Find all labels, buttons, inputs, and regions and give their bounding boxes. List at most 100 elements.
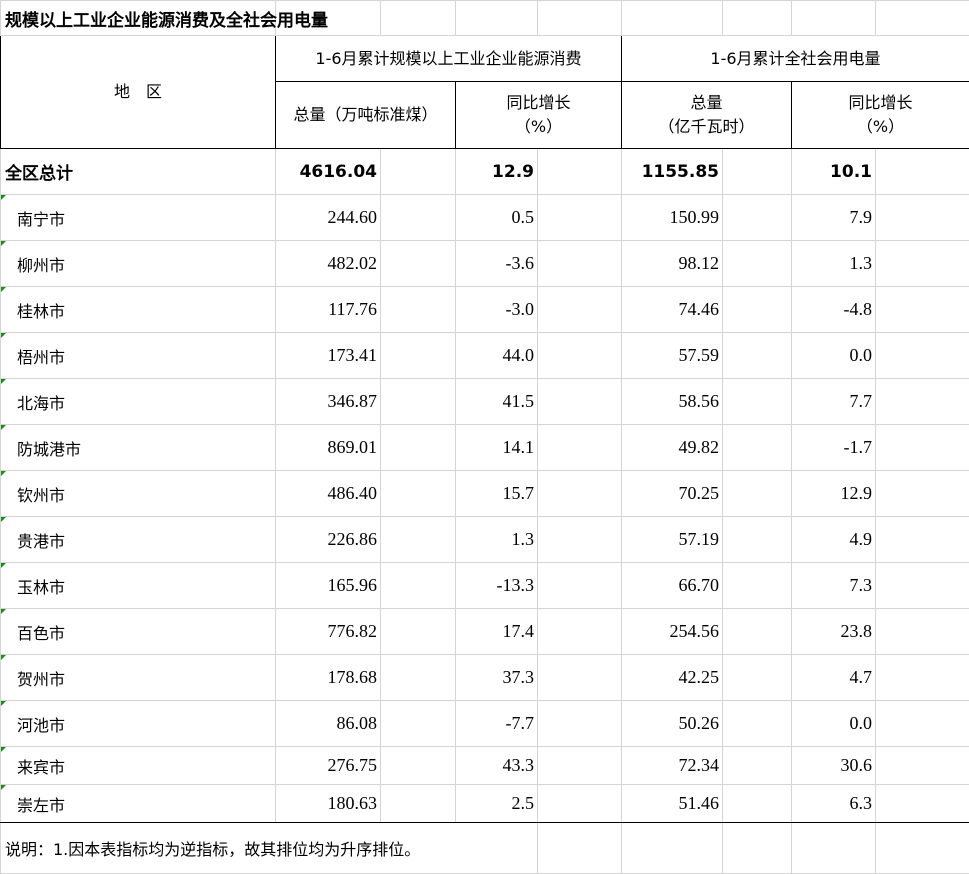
cell[interactable] bbox=[538, 701, 622, 747]
cell[interactable] bbox=[381, 379, 456, 425]
power-total[interactable]: 254.56 bbox=[622, 609, 723, 655]
note-text[interactable]: 说明：1.因本表指标均为逆指标，故其排位均为升序排位。 bbox=[1, 823, 456, 874]
city-name[interactable]: 贺州市 bbox=[1, 655, 276, 701]
header-group-energy[interactable]: 1-6月累计规模以上工业企业能源消费 bbox=[276, 36, 622, 82]
power-growth[interactable]: 6.3 bbox=[792, 785, 876, 823]
power-total[interactable]: 150.99 bbox=[622, 195, 723, 241]
cell[interactable] bbox=[723, 655, 792, 701]
power-growth[interactable]: 0.0 bbox=[792, 701, 876, 747]
cell[interactable] bbox=[276, 1, 381, 36]
cell[interactable] bbox=[538, 241, 622, 287]
energy-total[interactable]: 346.87 bbox=[276, 379, 381, 425]
cell[interactable] bbox=[538, 333, 622, 379]
cell[interactable] bbox=[723, 701, 792, 747]
power-total[interactable]: 74.46 bbox=[622, 287, 723, 333]
power-growth[interactable]: 30.6 bbox=[792, 747, 876, 785]
power-total[interactable]: 72.34 bbox=[622, 747, 723, 785]
cell[interactable] bbox=[381, 609, 456, 655]
header-group-power[interactable]: 1-6月累计全社会用电量 bbox=[622, 36, 969, 82]
energy-total[interactable]: 165.96 bbox=[276, 563, 381, 609]
energy-growth[interactable]: 15.7 bbox=[456, 471, 538, 517]
energy-growth[interactable]: 0.5 bbox=[456, 195, 538, 241]
city-name[interactable]: 防城港市 bbox=[1, 425, 276, 471]
energy-total[interactable]: 776.82 bbox=[276, 609, 381, 655]
power-growth[interactable]: 7.9 bbox=[792, 195, 876, 241]
city-name[interactable]: 来宾市 bbox=[1, 747, 276, 785]
power-total[interactable]: 98.12 bbox=[622, 241, 723, 287]
cell[interactable] bbox=[538, 1, 622, 36]
cell[interactable] bbox=[538, 655, 622, 701]
energy-total[interactable]: 482.02 bbox=[276, 241, 381, 287]
cell[interactable] bbox=[876, 517, 969, 563]
energy-growth[interactable]: 44.0 bbox=[456, 333, 538, 379]
cell[interactable] bbox=[538, 471, 622, 517]
cell[interactable] bbox=[723, 785, 792, 823]
total-power[interactable]: 1155.85 bbox=[622, 149, 723, 195]
cell[interactable] bbox=[876, 425, 969, 471]
power-growth[interactable]: 1.3 bbox=[792, 241, 876, 287]
city-name[interactable]: 钦州市 bbox=[1, 471, 276, 517]
city-name[interactable]: 柳州市 bbox=[1, 241, 276, 287]
cell[interactable] bbox=[723, 747, 792, 785]
cell[interactable] bbox=[538, 195, 622, 241]
power-total[interactable]: 70.25 bbox=[622, 471, 723, 517]
total-energy-growth[interactable]: 12.9 bbox=[456, 149, 538, 195]
cell[interactable] bbox=[723, 517, 792, 563]
cell[interactable] bbox=[876, 149, 969, 195]
header-energy-total[interactable]: 总量（万吨标准煤） bbox=[276, 82, 456, 149]
cell[interactable] bbox=[622, 823, 723, 874]
cell[interactable] bbox=[622, 1, 723, 36]
city-name[interactable]: 北海市 bbox=[1, 379, 276, 425]
cell[interactable] bbox=[538, 287, 622, 333]
power-total[interactable]: 58.56 bbox=[622, 379, 723, 425]
cell[interactable] bbox=[723, 379, 792, 425]
cell[interactable] bbox=[876, 471, 969, 517]
cell[interactable] bbox=[876, 785, 969, 823]
total-energy[interactable]: 4616.04 bbox=[276, 149, 381, 195]
energy-total[interactable]: 180.63 bbox=[276, 785, 381, 823]
cell[interactable] bbox=[723, 241, 792, 287]
city-name[interactable]: 桂林市 bbox=[1, 287, 276, 333]
cell[interactable] bbox=[876, 195, 969, 241]
cell[interactable] bbox=[381, 471, 456, 517]
total-power-growth[interactable]: 10.1 bbox=[792, 149, 876, 195]
cell[interactable] bbox=[381, 195, 456, 241]
city-name[interactable]: 梧州市 bbox=[1, 333, 276, 379]
cell[interactable] bbox=[723, 823, 792, 874]
header-region[interactable]: 地 区 bbox=[1, 36, 276, 149]
cell[interactable] bbox=[723, 195, 792, 241]
power-total[interactable]: 50.26 bbox=[622, 701, 723, 747]
power-growth[interactable]: 4.9 bbox=[792, 517, 876, 563]
cell[interactable] bbox=[381, 1, 456, 36]
cell[interactable] bbox=[723, 333, 792, 379]
cell[interactable] bbox=[792, 823, 876, 874]
power-total[interactable]: 49.82 bbox=[622, 425, 723, 471]
energy-growth[interactable]: 41.5 bbox=[456, 379, 538, 425]
cell[interactable] bbox=[381, 785, 456, 823]
cell[interactable] bbox=[876, 655, 969, 701]
cell[interactable] bbox=[381, 241, 456, 287]
cell[interactable] bbox=[538, 517, 622, 563]
cell[interactable] bbox=[876, 1, 969, 36]
header-power-growth[interactable]: 同比增长（%） bbox=[792, 82, 969, 149]
energy-growth[interactable]: 43.3 bbox=[456, 747, 538, 785]
city-name[interactable]: 百色市 bbox=[1, 609, 276, 655]
power-growth[interactable]: 12.9 bbox=[792, 471, 876, 517]
power-total[interactable]: 57.19 bbox=[622, 517, 723, 563]
cell[interactable] bbox=[456, 823, 538, 874]
cell[interactable] bbox=[538, 823, 622, 874]
power-total[interactable]: 51.46 bbox=[622, 785, 723, 823]
energy-total[interactable]: 226.86 bbox=[276, 517, 381, 563]
energy-total[interactable]: 86.08 bbox=[276, 701, 381, 747]
cell[interactable] bbox=[538, 785, 622, 823]
energy-growth[interactable]: 2.5 bbox=[456, 785, 538, 823]
power-growth[interactable]: 0.0 bbox=[792, 333, 876, 379]
energy-total[interactable]: 244.60 bbox=[276, 195, 381, 241]
energy-growth[interactable]: 1.3 bbox=[456, 517, 538, 563]
power-total[interactable]: 42.25 bbox=[622, 655, 723, 701]
cell[interactable] bbox=[723, 287, 792, 333]
cell[interactable] bbox=[381, 517, 456, 563]
cell[interactable] bbox=[538, 149, 622, 195]
energy-total[interactable]: 117.76 bbox=[276, 287, 381, 333]
power-growth[interactable]: 7.7 bbox=[792, 379, 876, 425]
